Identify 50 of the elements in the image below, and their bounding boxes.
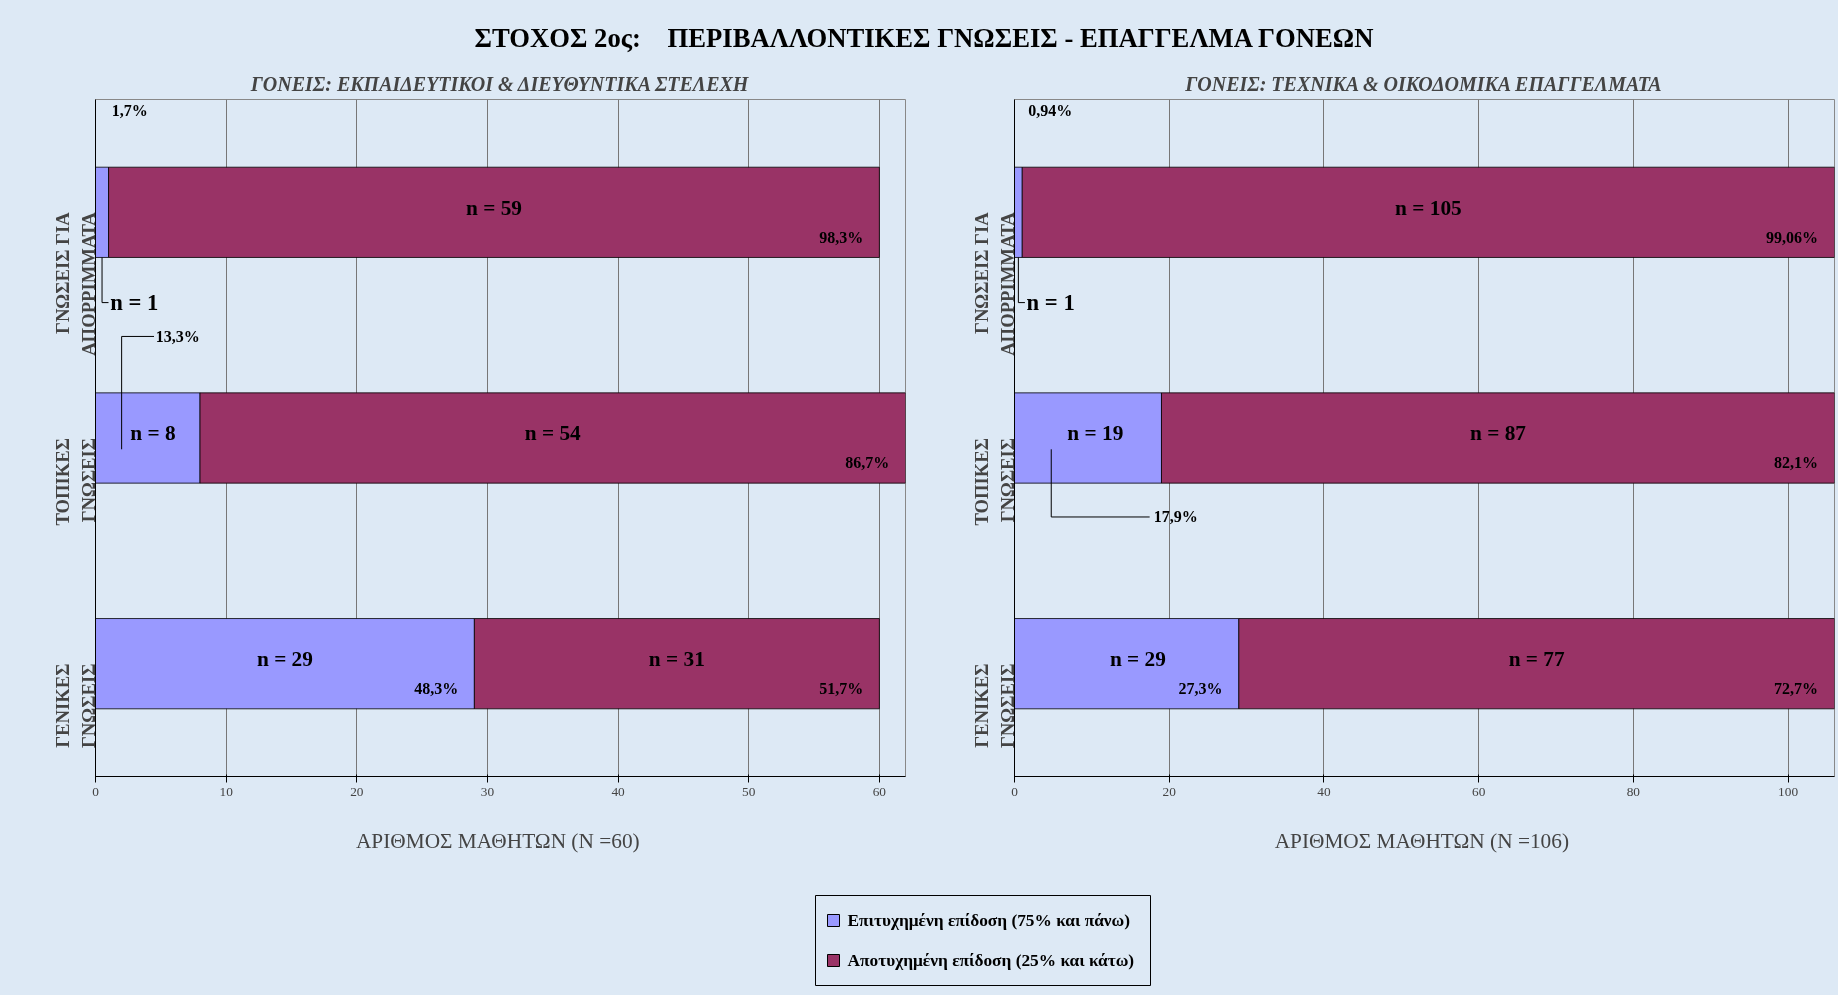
data-label: n = 54	[524, 421, 582, 446]
data-label: n = 31	[648, 647, 705, 672]
x-axis-title: ΑΡΙΘΜΟΣ ΜΑΘΗΤΩΝ (N =106)	[1274, 828, 1570, 853]
data-label: n = 29	[256, 647, 313, 672]
x-tick-label: 40	[1317, 783, 1331, 799]
x-axis-title: ΑΡΙΘΜΟΣ ΜΑΘΗΤΩΝ (N =60)	[355, 828, 640, 853]
x-tick-label: 60	[872, 783, 887, 799]
data-label: n = 87	[1469, 421, 1527, 446]
annotation: 72,7%	[1774, 679, 1819, 697]
chart-subtitle: ΓΟΝΕΙΣ: ΕΚΠΑΙΔΕΥΤΙΚΟΙ & ΔΙΕΥΘΥΝΤΙΚΑ ΣΤΕΛΕΧΗ	[249, 72, 750, 95]
data-label: n = 29	[1109, 647, 1166, 672]
annotation: 86,7%	[845, 454, 890, 472]
x-tick-label: 30	[480, 783, 495, 799]
data-label: n = 8	[130, 421, 176, 446]
data-label: n = 77	[1508, 647, 1566, 672]
annotation: 17,9%	[1153, 508, 1198, 526]
x-tick-label: 0	[1011, 783, 1019, 799]
annotation: 48,3%	[414, 679, 459, 697]
annotation: 98,3%	[819, 228, 864, 246]
y-tick-label: ΓΝΩΣΕΙΣ ΓΙΑ ΑΠΟΡΡΙΜΜΑΤΑ	[52, 211, 99, 356]
legend-label: Επιτυχημένη επίδοση (75% και πάνω)	[847, 911, 1131, 930]
chart-subtitle: ΓΟΝΕΙΣ: ΤΕΧΝΙΚΑ & ΟΙΚΟΔΟΜΙΚΑ ΕΠΑΓΓΕΛΜΑΤΑ	[1184, 72, 1662, 95]
annotation: 1,7%	[111, 102, 148, 120]
data-label: n = 1	[110, 290, 159, 316]
y-tick-label: ΤΟΠΙΚΕΣ ΓΝΩΣΕΙΣ	[52, 437, 99, 526]
x-tick-label: 60	[1471, 783, 1486, 799]
annotation: 99,06%	[1766, 228, 1819, 246]
annotation: 51,7%	[819, 679, 864, 697]
x-tick-label: 80	[1626, 783, 1641, 799]
legend-label: Αποτυχημένη επίδοση (25% και κάτω)	[847, 951, 1135, 970]
x-tick-label: 20	[350, 783, 364, 799]
x-tick-label: 0	[92, 783, 100, 799]
data-label: n = 19	[1067, 421, 1124, 446]
y-tick-label: ΓΝΩΣΕΙΣ ΓΙΑ ΑΠΟΡΡΙΜΜΑΤΑ	[971, 211, 1018, 356]
annotation: 13,3%	[155, 327, 200, 345]
data-label: n = 105	[1395, 195, 1462, 220]
x-tick-label: 20	[1162, 783, 1177, 799]
x-tick-label: 50	[742, 783, 756, 799]
y-tick-label: ΤΟΠΙΚΕΣ ΓΝΩΣΕΙΣ	[971, 437, 1018, 526]
x-tick-label: 10	[219, 783, 234, 799]
y-tick-label: ΓΕΝΙΚΕΣ ΓΝΩΣΕΙΣ	[971, 663, 1018, 749]
annotation: 82,1%	[1774, 454, 1819, 472]
annotation: 0,94%	[1028, 102, 1073, 120]
y-tick-label: ΓΕΝΙΚΕΣ ΓΝΩΣΕΙΣ	[52, 663, 99, 749]
data-label: n = 59	[465, 195, 522, 220]
data-label: n = 1	[1026, 290, 1075, 316]
x-tick-label: 40	[611, 783, 626, 799]
x-tick-label: 100	[1778, 783, 1799, 799]
chart-title: ΣΤΟΧΟΣ 2ος: ΠΕΡΙΒΑΛΛΟΝΤΙΚΕΣ ΓΝΩΣΕΙΣ - ΕΠΑΓΓΕΛΜΑ ΓΟΝΕΩΝ	[474, 22, 1374, 55]
annotation: 27,3%	[1178, 679, 1223, 697]
